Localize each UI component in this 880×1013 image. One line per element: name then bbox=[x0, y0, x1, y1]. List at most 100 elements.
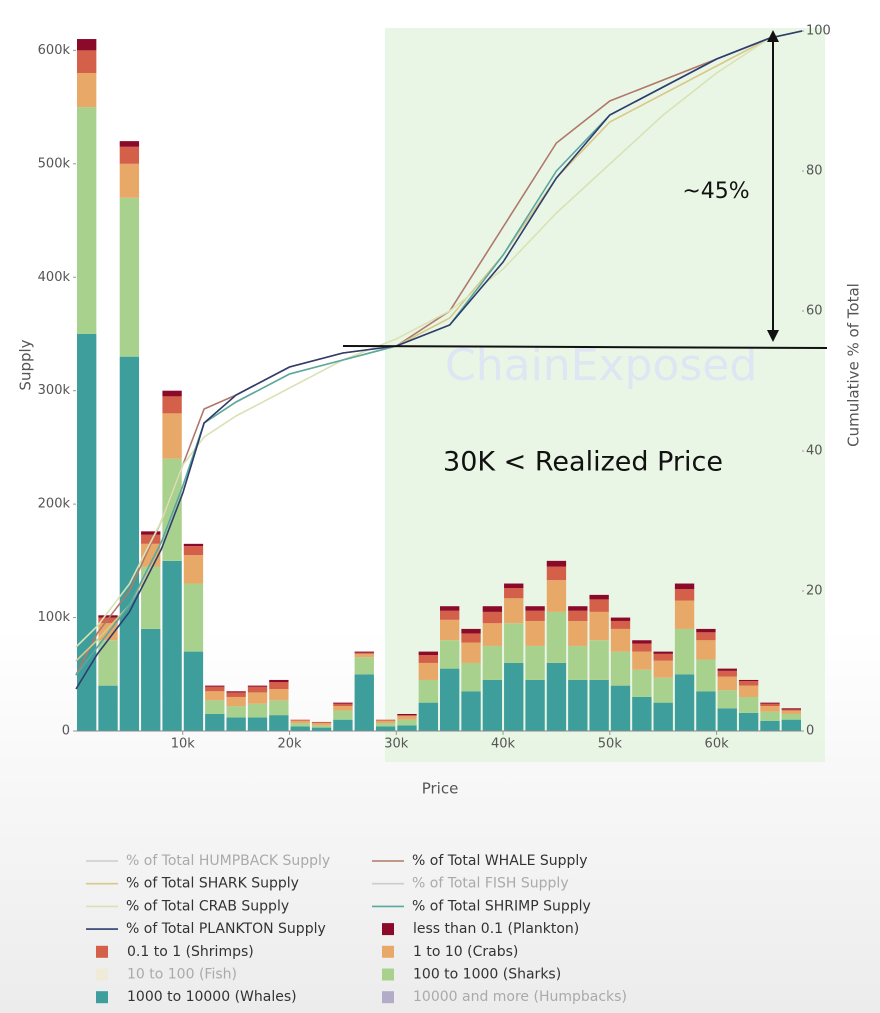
legend-label[interactable]: % of Total CRAB Supply bbox=[126, 898, 289, 914]
bar-segment bbox=[205, 713, 225, 731]
bar-segment bbox=[418, 662, 438, 680]
x-tick-label: 40k bbox=[491, 737, 516, 752]
bar-segment bbox=[525, 679, 545, 731]
bar-segment bbox=[397, 719, 417, 726]
bar-segment bbox=[610, 651, 631, 686]
bar-segment bbox=[333, 706, 353, 711]
bar-segment bbox=[205, 700, 225, 714]
bar-segment bbox=[226, 717, 246, 731]
legend: % of Total HUMPBACK Supply % of Total WHA… bbox=[86, 853, 627, 1005]
bar-segment bbox=[226, 691, 246, 693]
legend-label[interactable]: 10000 and more (Humpbacks) bbox=[413, 989, 627, 1005]
bar-segment bbox=[653, 653, 673, 661]
legend-swatch bbox=[96, 945, 108, 958]
bar-segment bbox=[183, 555, 204, 584]
bar-segment bbox=[696, 640, 716, 660]
bar-segment bbox=[760, 706, 780, 712]
bar-segment bbox=[461, 628, 481, 634]
legend-swatch bbox=[96, 968, 108, 981]
legend-label[interactable]: 0.1 to 1 (Shrimps) bbox=[127, 944, 254, 960]
bar-segment bbox=[717, 708, 737, 731]
bar-segment bbox=[525, 610, 545, 621]
bar-segment bbox=[674, 628, 695, 675]
bar-segment bbox=[504, 588, 524, 599]
legend-swatch bbox=[382, 991, 394, 1004]
bar-segment bbox=[290, 726, 310, 731]
x-tick-label: 20k bbox=[277, 737, 302, 752]
bar-segment bbox=[183, 583, 204, 652]
bar-segment bbox=[333, 719, 353, 731]
bar-segment bbox=[77, 50, 97, 74]
x-tick-label: 60k bbox=[705, 737, 730, 752]
bar-segment bbox=[119, 146, 140, 164]
legend-label[interactable]: % of Total SHRIMP Supply bbox=[412, 898, 591, 914]
legend-label[interactable]: % of Total SHARK Supply bbox=[126, 876, 299, 892]
bar-segment bbox=[247, 717, 268, 731]
legend-label[interactable]: % of Total WHALE Supply bbox=[412, 853, 588, 869]
bar-segment bbox=[589, 611, 609, 641]
legend-label[interactable]: 1 to 10 (Crabs) bbox=[413, 944, 518, 960]
bar-segment bbox=[98, 617, 118, 624]
bar-segment bbox=[226, 696, 246, 707]
y-tick-label: 400k bbox=[38, 270, 71, 285]
y2-tick-label: 100 bbox=[806, 24, 831, 39]
y-tick-label: 200k bbox=[38, 497, 71, 512]
bar-segment bbox=[632, 651, 652, 670]
bar-segment bbox=[717, 668, 737, 671]
legend-label[interactable]: 1000 to 10000 (Whales) bbox=[127, 989, 297, 1005]
bar-segment bbox=[738, 696, 759, 713]
bar-segment bbox=[674, 589, 695, 601]
bar-segment bbox=[589, 594, 609, 600]
legend-label[interactable]: 100 to 1000 (Sharks) bbox=[413, 967, 561, 983]
bar-segment bbox=[546, 662, 567, 731]
legend-label[interactable]: % of Total HUMPBACK Supply bbox=[126, 853, 330, 869]
bar-segment bbox=[141, 534, 161, 544]
bar-segment bbox=[461, 642, 481, 663]
bar-segment bbox=[568, 679, 588, 731]
bar-segment bbox=[183, 651, 204, 731]
bar-segment bbox=[653, 702, 673, 731]
bar-segment bbox=[504, 662, 524, 731]
bar-segment bbox=[333, 703, 353, 707]
bar-segment bbox=[482, 611, 503, 624]
bar-segment bbox=[141, 628, 161, 731]
legend-label[interactable]: % of Total PLANKTON Supply bbox=[126, 921, 326, 937]
bar-segment bbox=[440, 619, 460, 641]
bar-segment bbox=[632, 696, 652, 731]
legend-label[interactable]: % of Total FISH Supply bbox=[412, 876, 569, 892]
bar-segment bbox=[696, 628, 716, 633]
bar-segment bbox=[290, 723, 310, 727]
cumulative-line bbox=[75, 30, 803, 690]
bar-segment bbox=[610, 628, 631, 652]
bar-segment bbox=[311, 727, 332, 731]
legend-label[interactable]: less than 0.1 (Plankton) bbox=[413, 921, 579, 937]
bar-segment bbox=[653, 660, 673, 678]
bar-segment bbox=[568, 645, 588, 680]
bar-segment bbox=[546, 566, 567, 581]
bar-segment bbox=[717, 670, 737, 677]
bar-segment bbox=[247, 692, 268, 704]
legend-label[interactable]: 10 to 100 (Fish) bbox=[127, 967, 237, 983]
bar-segment bbox=[354, 657, 374, 675]
bar-segment bbox=[162, 396, 182, 414]
bar-segment bbox=[717, 676, 737, 691]
bar-segment bbox=[205, 691, 225, 701]
bar-segment bbox=[781, 708, 801, 710]
bar-segment bbox=[546, 560, 567, 567]
x-axis-title: Price bbox=[422, 780, 459, 798]
y-tick-label: 100k bbox=[38, 610, 71, 625]
bar-segment bbox=[546, 611, 567, 663]
bar-segment bbox=[418, 679, 438, 703]
bar-segment bbox=[674, 583, 695, 590]
bar-segment bbox=[418, 651, 438, 655]
x-tick-label: 10k bbox=[171, 737, 196, 752]
bar-segment bbox=[461, 662, 481, 692]
plot-area: 0 100k 200k 300k 400k 500k 600k 0 20 40 60 80 100 10k… bbox=[38, 24, 831, 752]
x-tick-label: 50k bbox=[598, 737, 623, 752]
bar-segment bbox=[162, 390, 182, 397]
bar-segment bbox=[183, 543, 204, 547]
bar-segment bbox=[568, 620, 588, 646]
bar-segment bbox=[632, 669, 652, 697]
bar-segment bbox=[119, 163, 140, 198]
bar-segment bbox=[119, 197, 140, 357]
